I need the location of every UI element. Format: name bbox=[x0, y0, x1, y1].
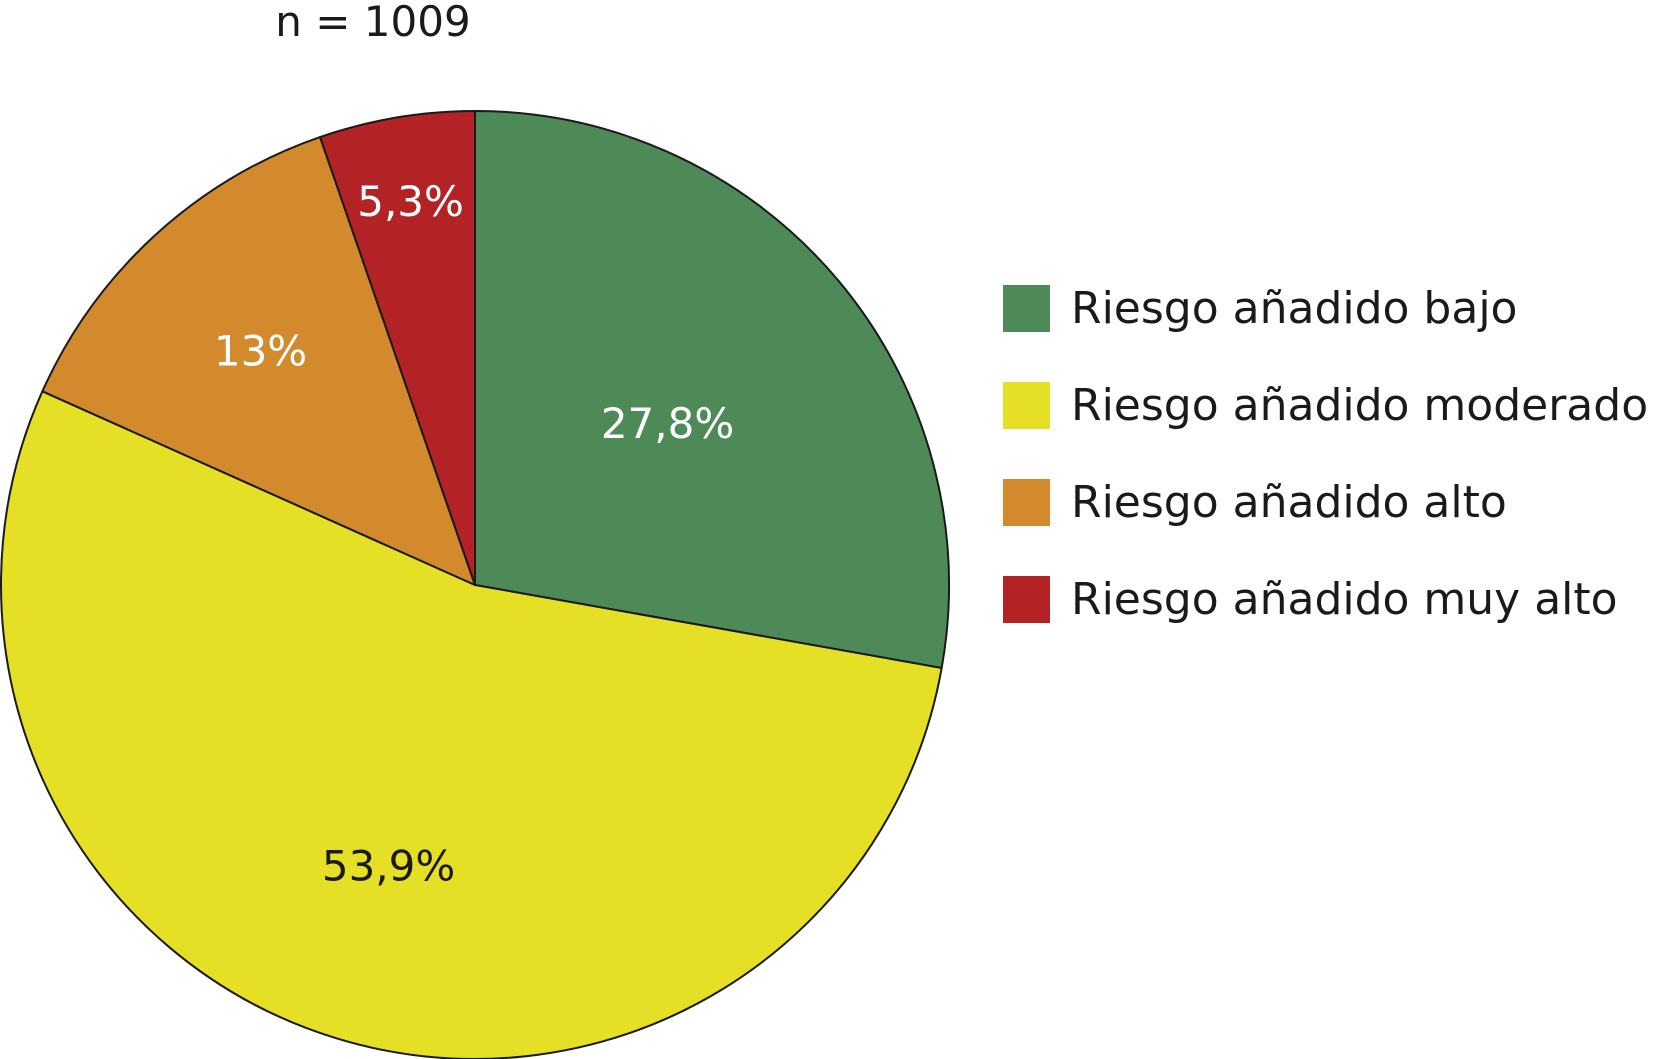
legend-item-riesgo-moderado: Riesgo añadido moderado bbox=[1003, 380, 1648, 431]
slice-label-riesgo-muy-alto: 5,3% bbox=[357, 177, 464, 226]
slice-label-riesgo-bajo: 27,8% bbox=[601, 399, 734, 448]
legend-label: Riesgo añadido moderado bbox=[1071, 380, 1648, 431]
legend-swatch bbox=[1003, 382, 1050, 429]
slice-label-riesgo-alto: 13% bbox=[214, 326, 307, 375]
legend-item-riesgo-bajo: Riesgo añadido bajo bbox=[1003, 283, 1517, 334]
legend-item-riesgo-muy-alto: Riesgo añadido muy alto bbox=[1003, 574, 1618, 625]
legend-swatch bbox=[1003, 576, 1050, 623]
slice-labels: 27,8% 53,9% 13% 5,3% bbox=[214, 177, 734, 890]
slice-riesgo-bajo bbox=[474, 110, 950, 669]
legend-label: Riesgo añadido muy alto bbox=[1071, 574, 1618, 625]
sample-size-label: n = 1009 bbox=[275, 0, 470, 46]
slice-riesgo-alto bbox=[41, 136, 476, 586]
slice-riesgo-muy-alto bbox=[319, 110, 476, 586]
legend-item-riesgo-alto: Riesgo añadido alto bbox=[1003, 477, 1507, 528]
pie-slices bbox=[0, 110, 950, 1059]
legend-swatch bbox=[1003, 479, 1050, 526]
legend-label: Riesgo añadido alto bbox=[1071, 477, 1507, 528]
legend: Riesgo añadido bajo Riesgo añadido modera… bbox=[1003, 283, 1648, 625]
legend-label: Riesgo añadido bajo bbox=[1071, 283, 1517, 334]
slice-riesgo-moderado bbox=[0, 390, 943, 1059]
legend-swatch bbox=[1003, 285, 1050, 332]
slice-label-riesgo-moderado: 53,9% bbox=[322, 841, 455, 890]
